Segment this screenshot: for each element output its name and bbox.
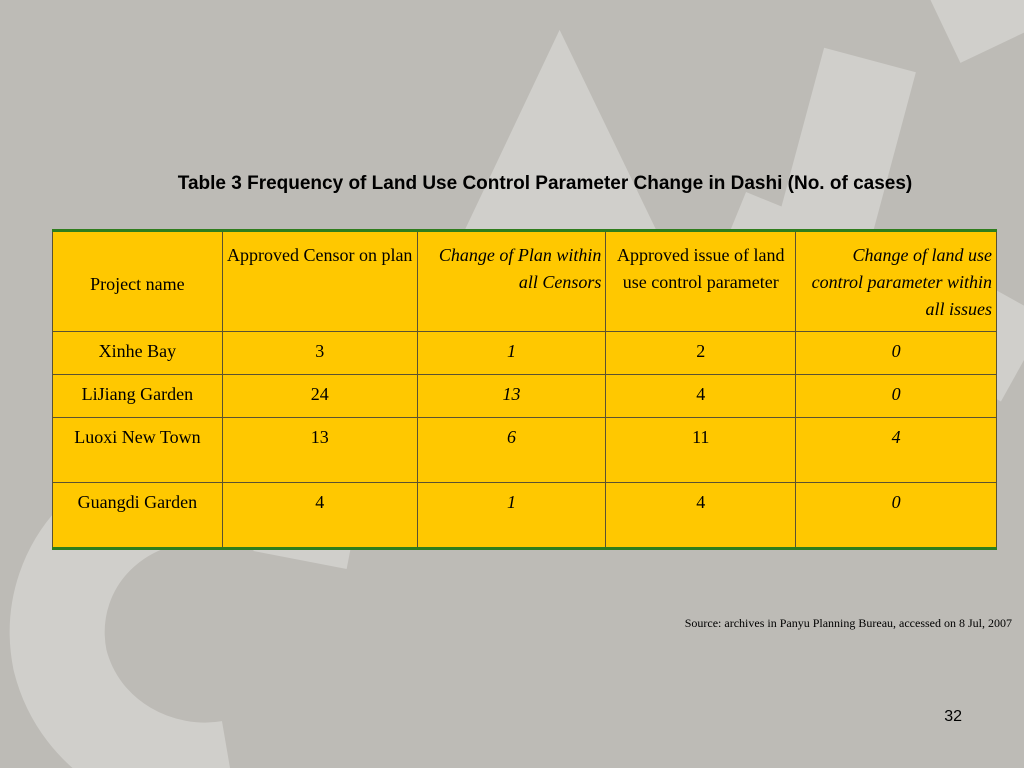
- source-note: Source: archives in Panyu Planning Burea…: [684, 616, 1012, 630]
- slide-title: Table 3 Frequency of Land Use Control Pa…: [177, 173, 913, 194]
- change-of-plan-cell: 1: [416, 331, 607, 375]
- change-of-parameter-cell: 0: [795, 331, 997, 375]
- page-number: 32: [944, 708, 962, 725]
- header-project-name: Project name: [52, 230, 223, 332]
- approved-censor-cell: 4: [221, 482, 418, 549]
- land-use-table: Project name Approved Censor on plan Cha…: [52, 229, 997, 550]
- change-of-parameter-cell: 0: [795, 482, 997, 549]
- header-approved-issue: Approved issue of land use control param…: [605, 230, 797, 332]
- change-of-plan-cell: 13: [416, 374, 607, 418]
- approved-issue-cell: 11: [605, 417, 797, 483]
- table-row: Luoxi New Town 13 6 11 4: [52, 417, 997, 483]
- approved-issue-cell: 4: [605, 482, 797, 549]
- project-name-cell: Xinhe Bay: [52, 331, 223, 375]
- header-change-of-plan: Change of Plan within all Censors: [416, 230, 607, 332]
- project-name-cell: Guangdi Garden: [52, 482, 223, 549]
- project-name-cell: LiJiang Garden: [52, 374, 223, 418]
- change-of-plan-cell: 1: [416, 482, 607, 549]
- table-header-row: Project name Approved Censor on plan Cha…: [52, 230, 997, 332]
- table-row: Xinhe Bay 3 1 2 0: [52, 331, 997, 375]
- table-row: Guangdi Garden 4 1 4 0: [52, 482, 997, 549]
- approved-censor-cell: 3: [221, 331, 418, 375]
- approved-issue-cell: 2: [605, 331, 797, 375]
- table-row: LiJiang Garden 24 13 4 0: [52, 374, 997, 418]
- approved-issue-cell: 4: [605, 374, 797, 418]
- change-of-plan-cell: 6: [416, 417, 607, 483]
- change-of-parameter-cell: 4: [795, 417, 997, 483]
- project-name-cell: Luoxi New Town: [52, 417, 223, 483]
- header-change-of-parameter: Change of land use control parameter wit…: [795, 230, 997, 332]
- approved-censor-cell: 24: [221, 374, 418, 418]
- header-approved-censor: Approved Censor on plan: [221, 230, 418, 332]
- change-of-parameter-cell: 0: [795, 374, 997, 418]
- approved-censor-cell: 13: [221, 417, 418, 483]
